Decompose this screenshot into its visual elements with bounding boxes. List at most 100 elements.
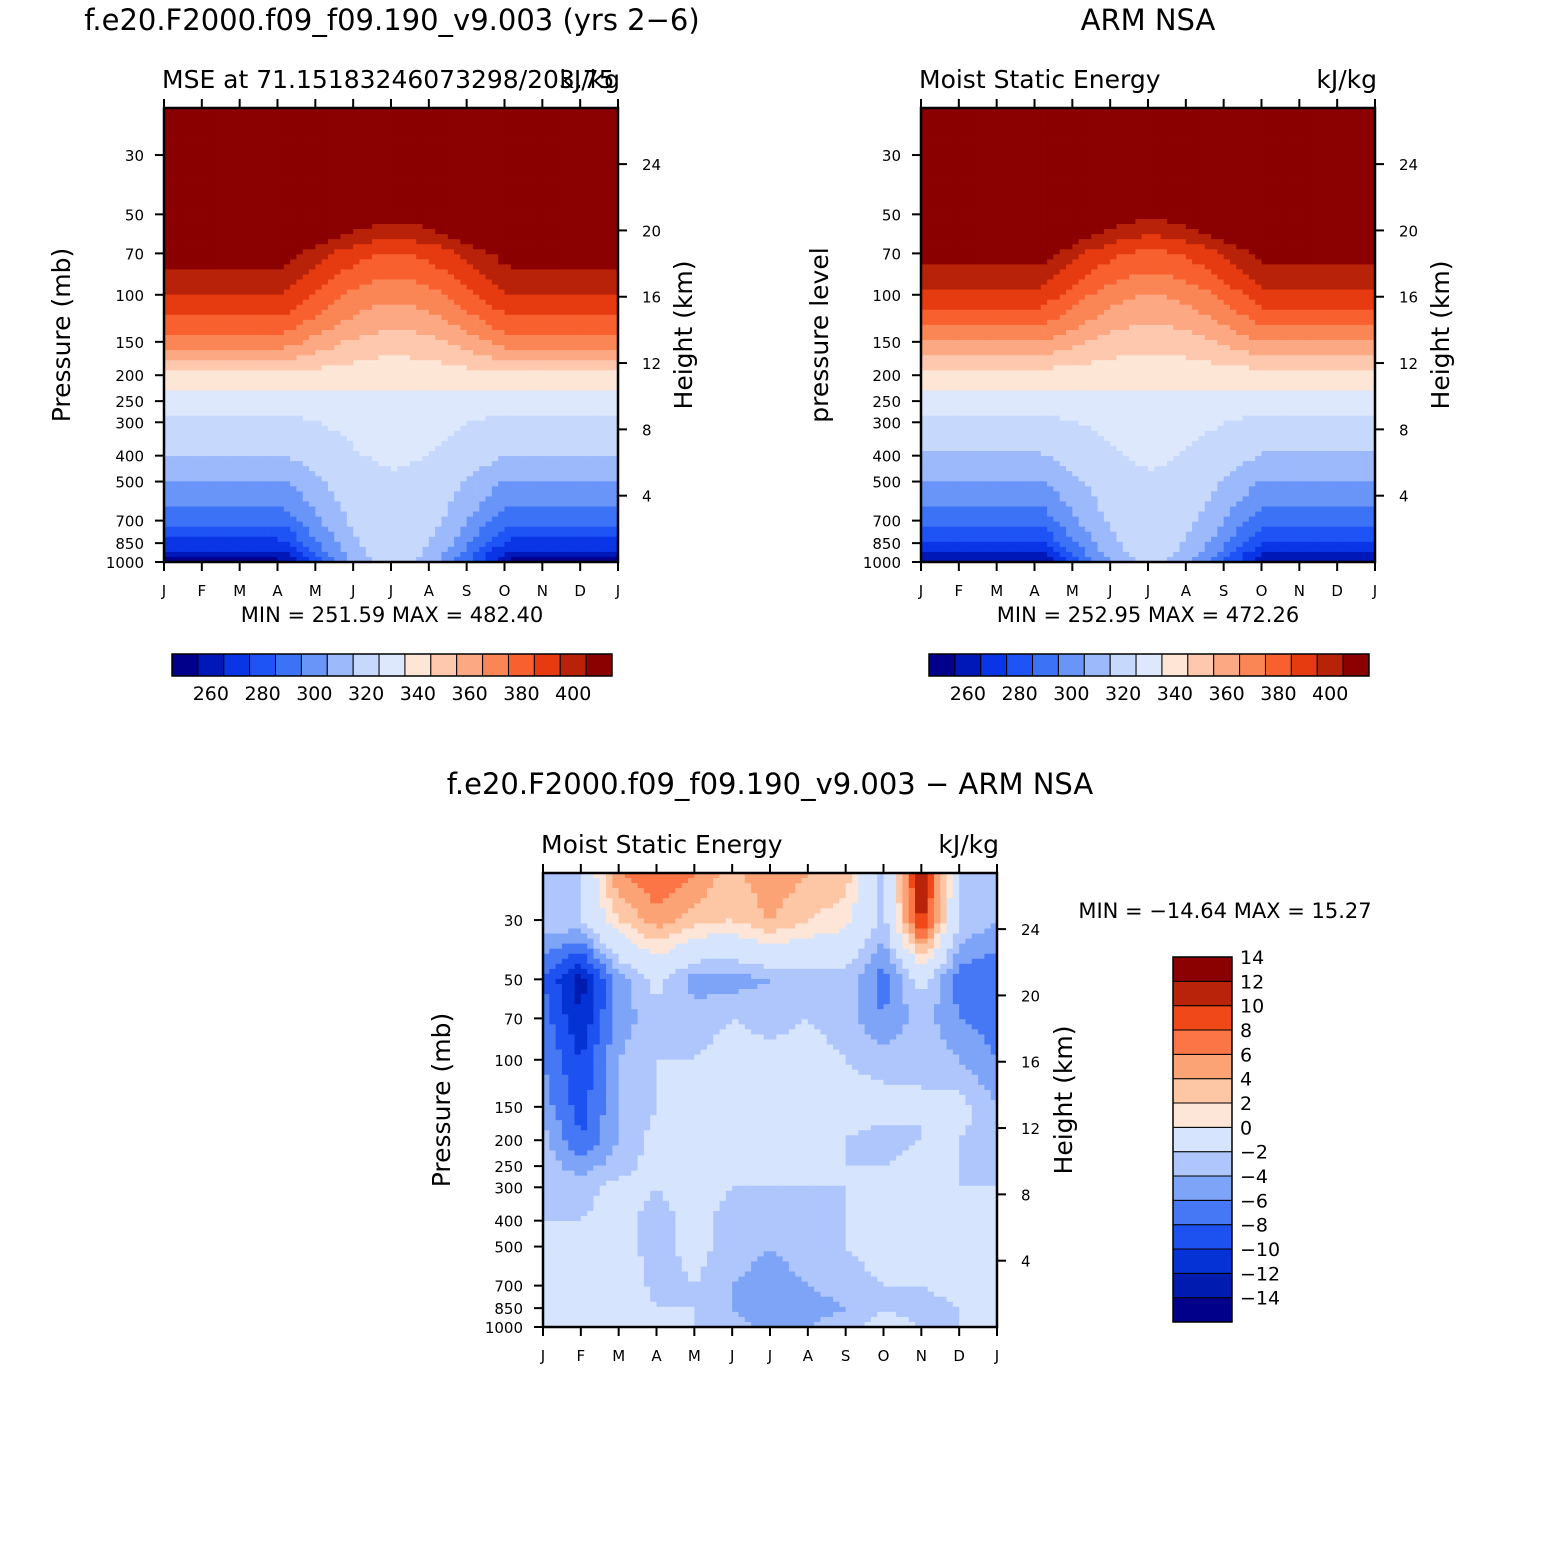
field-cell	[309, 168, 316, 175]
field-cell	[208, 269, 216, 276]
field-cell	[195, 420, 203, 427]
field-cell	[252, 133, 260, 139]
field-cell	[346, 234, 354, 240]
field-cell	[170, 274, 178, 281]
field-cell	[170, 168, 178, 175]
field-cell	[176, 108, 184, 114]
field-cell	[170, 415, 178, 422]
field-cell	[428, 329, 436, 336]
field-cell	[441, 350, 449, 356]
field-cell	[321, 390, 329, 397]
field-cell	[309, 440, 316, 447]
field-cell	[296, 259, 304, 265]
field-cell	[189, 244, 197, 250]
field-cell	[391, 410, 398, 417]
field-cell	[327, 274, 335, 281]
field-cell	[315, 193, 323, 200]
field-cell	[536, 345, 543, 351]
field-cell	[447, 128, 455, 134]
field-cell	[573, 350, 581, 356]
field-cell	[460, 244, 468, 250]
field-cell	[182, 385, 190, 392]
field-cell	[504, 355, 512, 361]
field-cell	[491, 345, 499, 351]
field-cell	[245, 370, 253, 376]
field-cell	[334, 193, 342, 200]
field-cell	[529, 108, 537, 114]
field-cell	[435, 395, 443, 402]
field-cell	[605, 415, 613, 422]
field-cell	[599, 208, 606, 215]
field-cell	[435, 425, 443, 432]
field-cell	[403, 410, 411, 417]
field-cell	[290, 173, 298, 180]
field-cell	[561, 148, 569, 154]
field-cell	[422, 133, 430, 139]
field-cell	[220, 183, 228, 190]
field-cell	[479, 153, 487, 160]
field-cell	[176, 395, 184, 402]
field-cell	[441, 390, 449, 397]
field-cell	[567, 375, 575, 381]
field-cell	[164, 183, 171, 190]
field-cell	[346, 108, 354, 114]
field-cell	[334, 118, 342, 124]
field-cell	[359, 370, 367, 376]
field-cell	[378, 188, 386, 195]
field-cell	[605, 264, 613, 271]
field-cell	[523, 188, 531, 195]
field-cell	[201, 314, 209, 321]
field-cell	[258, 239, 266, 245]
field-cell	[592, 350, 600, 356]
field-cell	[290, 269, 298, 276]
field-cell	[573, 415, 581, 422]
field-cell	[384, 138, 392, 144]
field-cell	[321, 118, 329, 124]
field-cell	[252, 390, 260, 397]
field-cell	[573, 153, 581, 160]
field-cell	[523, 294, 531, 301]
field-cell	[327, 244, 335, 250]
field-cell	[605, 203, 613, 210]
field-cell	[182, 350, 190, 356]
field-cell	[523, 264, 531, 271]
field-cell	[409, 345, 417, 351]
field-cell	[479, 335, 487, 341]
field-cell	[353, 118, 361, 124]
field-cell	[239, 375, 247, 381]
field-cell	[580, 133, 588, 139]
field-cell	[460, 148, 468, 154]
field-cell	[580, 259, 588, 265]
field-cell	[479, 138, 487, 144]
field-cell	[258, 294, 266, 301]
field-cell	[195, 239, 203, 245]
field-cell	[227, 345, 234, 351]
field-cell	[195, 370, 203, 376]
field-cell	[441, 355, 449, 361]
field-cell	[561, 420, 569, 427]
field-cell	[611, 360, 619, 366]
field-cell	[428, 269, 436, 276]
field-cell	[422, 335, 430, 341]
field-cell	[290, 198, 298, 205]
field-cell	[208, 234, 216, 240]
field-cell	[554, 173, 562, 180]
field-cell	[208, 203, 216, 210]
field-cell	[290, 148, 298, 154]
field-cell	[536, 324, 543, 331]
field-cell	[208, 385, 216, 392]
field-cell	[220, 395, 228, 402]
field-cell	[542, 188, 550, 195]
field-cell	[245, 123, 253, 129]
field-cell	[346, 390, 354, 397]
field-cell	[208, 456, 216, 462]
field-cell	[384, 451, 392, 457]
field-cell	[264, 148, 272, 154]
field-cell	[201, 390, 209, 397]
field-cell	[233, 183, 241, 190]
field-cell	[365, 168, 373, 175]
field-cell	[586, 113, 594, 119]
field-cell	[580, 445, 588, 452]
field-cell	[327, 335, 335, 341]
field-cell	[592, 451, 600, 457]
